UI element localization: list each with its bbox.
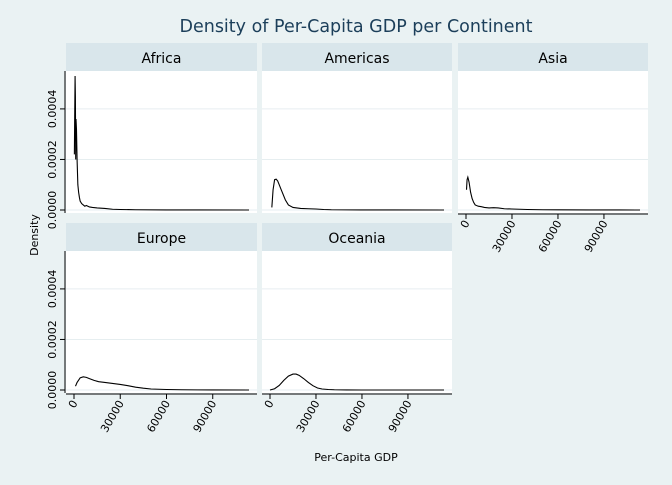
plot-area	[262, 251, 452, 393]
panel-americas: Americas	[262, 43, 452, 213]
y-tick-label: 0.0004	[46, 90, 59, 129]
x-tick-label: 0	[66, 398, 81, 411]
y-tick-label: 0.0004	[46, 270, 59, 309]
y-tick-label: 0.0002	[46, 140, 59, 179]
x-tick-label: 60000	[144, 398, 173, 435]
x-tick-label: 90000	[191, 398, 220, 435]
plot-area	[262, 71, 452, 213]
y-tick-label: 0.0000	[46, 371, 59, 410]
panel-africa: Africa 0.0000 0.0002 0.0004	[46, 43, 257, 229]
panel-strip	[458, 43, 648, 71]
plot-area	[458, 71, 648, 213]
facet-panels: Africa 0.0000 0.0002 0.0004 Americas Asia 0 300…	[46, 43, 648, 435]
panel-strip-label: Europe	[137, 231, 186, 247]
x-tick-label: 0	[458, 218, 473, 231]
panel-strip-label: Americas	[324, 51, 389, 67]
panel-strip-label: Oceania	[328, 231, 385, 247]
panel-oceania: Oceania 0 30000 60000 90000	[262, 223, 452, 435]
plot-area	[66, 251, 257, 393]
panel-strip	[66, 43, 257, 71]
panel-strip	[262, 223, 452, 251]
density-line-europe	[74, 376, 250, 391]
density-line-asia	[465, 175, 641, 211]
x-tick-label: 0	[262, 398, 277, 411]
panel-strip	[66, 223, 257, 251]
density-line-americas	[271, 178, 445, 211]
density-line-africa	[73, 76, 250, 211]
y-tick-label: 0.0000	[46, 191, 59, 230]
x-tick-label: 90000	[582, 218, 611, 255]
x-tick-label: 30000	[490, 218, 519, 255]
x-tick-label: 30000	[294, 398, 323, 435]
y-tick-label: 0.0002	[46, 320, 59, 359]
panel-asia: Asia 0 30000 60000 90000	[458, 43, 648, 255]
panel-strip-label: Africa	[142, 51, 182, 67]
panel-strip-label: Asia	[538, 51, 567, 67]
x-tick-label: 90000	[386, 398, 415, 435]
chart-title: Density of Per-Capita GDP per Continent	[179, 17, 532, 37]
panel-strip	[262, 43, 452, 71]
panel-europe: Europe 0 30000 60000 90000 0.0000 0.0002 0.0004	[46, 223, 257, 435]
x-tick-label: 60000	[340, 398, 369, 435]
density-line-oceania	[269, 373, 444, 391]
y-axis-label: Density	[28, 214, 41, 256]
plot-area	[66, 71, 257, 213]
x-tick-label: 30000	[98, 398, 127, 435]
x-tick-label: 60000	[536, 218, 565, 255]
x-axis-label: Per-Capita GDP	[314, 451, 398, 464]
